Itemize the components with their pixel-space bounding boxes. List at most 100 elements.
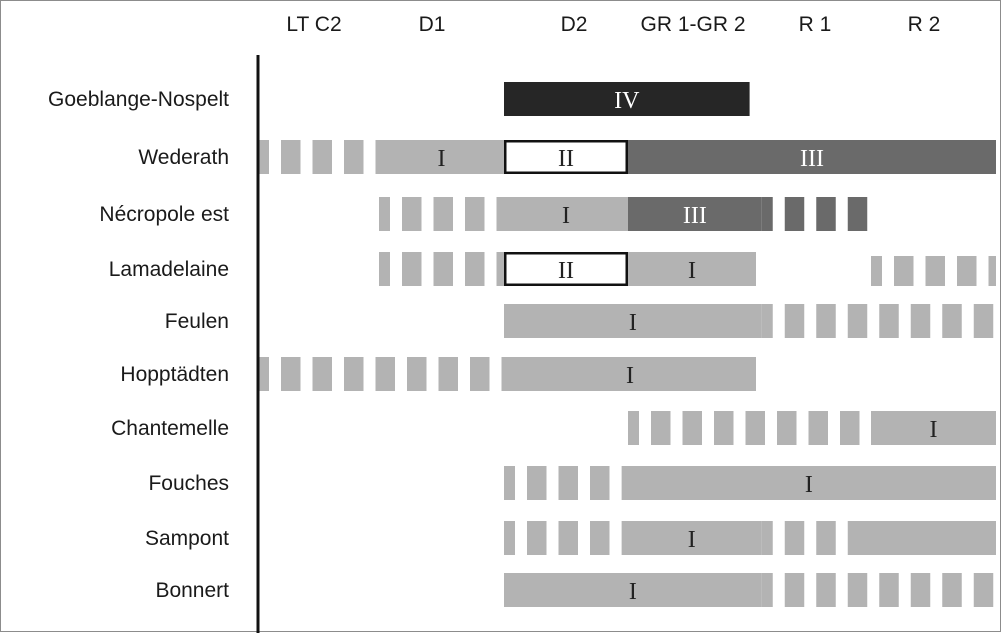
stripe: [390, 252, 402, 286]
stripe: [395, 357, 407, 391]
striped-segment: [379, 197, 504, 231]
segment-dark: [628, 197, 762, 231]
segment-label: III: [683, 203, 707, 229]
stripe: [421, 252, 434, 286]
stripe: [804, 197, 817, 231]
stripe: [867, 304, 880, 338]
stripe: [269, 357, 281, 391]
segment-label: I: [626, 363, 634, 389]
segment-light: [504, 357, 756, 391]
stripe: [804, 304, 817, 338]
segment-label: II: [558, 258, 574, 284]
segment-label: I: [629, 579, 637, 605]
stripe: [515, 521, 527, 555]
stripe: [898, 573, 911, 607]
segment-light: [504, 573, 762, 607]
period-header: D2: [561, 13, 588, 36]
stripe: [835, 521, 848, 555]
striped-segment: [504, 466, 622, 500]
stripe: [930, 573, 943, 607]
stripe: [332, 140, 344, 174]
stripe: [867, 197, 871, 231]
site-label: Feulen: [165, 310, 229, 333]
stripe: [546, 521, 559, 555]
striped-segment: [871, 256, 996, 286]
stripe: [670, 411, 683, 445]
site-label: Wederath: [138, 146, 229, 169]
stripe: [421, 197, 434, 231]
segment-light: [621, 466, 996, 500]
striped-segment: [258, 140, 379, 174]
site-label: Chantemelle: [111, 417, 229, 440]
site-label: Hopptädten: [120, 363, 229, 386]
stripe: [796, 411, 809, 445]
stripe: [835, 197, 848, 231]
striped-segment: [761, 573, 996, 607]
segment-label: I: [688, 527, 696, 553]
stripe: [269, 140, 281, 174]
site-label: Lamadelaine: [109, 258, 229, 281]
stripe: [639, 411, 651, 445]
stripe: [300, 140, 313, 174]
stripe: [578, 466, 590, 500]
stripe: [332, 357, 344, 391]
segment-label: I: [438, 146, 446, 172]
stripe: [961, 573, 974, 607]
site-label: Sampont: [145, 527, 229, 550]
striped-segment: [628, 411, 871, 445]
stripe: [458, 357, 470, 391]
stripe: [363, 140, 376, 174]
stripe: [976, 256, 989, 286]
period-header: R 2: [908, 13, 941, 36]
segments-layer: [258, 82, 996, 607]
stripe: [772, 197, 785, 231]
striped-segment: [761, 304, 996, 338]
stripe: [930, 304, 943, 338]
segment-label: III: [800, 146, 824, 172]
stripe: [609, 521, 622, 555]
segment-light: [379, 140, 504, 174]
period-header: R 1: [799, 13, 832, 36]
stripe: [772, 304, 785, 338]
stripe: [993, 573, 996, 607]
stripe: [835, 573, 848, 607]
segment-light: [628, 252, 756, 286]
stripe: [772, 521, 785, 555]
site-label: Bonnert: [155, 579, 229, 602]
stripe: [453, 252, 465, 286]
segment-light: [504, 197, 628, 231]
stripe: [804, 573, 817, 607]
stripe: [515, 466, 527, 500]
site-label: Goeblange-Nospelt: [48, 88, 229, 111]
stripe: [898, 304, 911, 338]
stripe: [913, 256, 926, 286]
stripe: [804, 521, 817, 555]
stripe: [453, 197, 465, 231]
stripe: [363, 357, 376, 391]
segment-label: I: [805, 472, 813, 498]
labels-layer: LT C2 D1 D2 GR 1-GR 2 R 1 R 2 Goeblange-Nospel…: [48, 13, 940, 605]
segment-label: IV: [614, 88, 640, 114]
stripe: [702, 411, 714, 445]
segment-label: I: [930, 417, 938, 443]
period-header: D1: [419, 13, 446, 36]
segment-label: I: [688, 258, 696, 284]
stripe: [489, 357, 502, 391]
stripe: [859, 411, 871, 445]
stripe: [867, 573, 880, 607]
stripe: [390, 197, 402, 231]
segment-white: [504, 252, 628, 286]
stripe: [828, 411, 840, 445]
striped-segment: [379, 252, 504, 286]
stripe: [765, 411, 777, 445]
stripe: [945, 256, 957, 286]
striped-segment: [258, 357, 504, 391]
segment-light: [621, 521, 762, 555]
stripe: [484, 197, 497, 231]
striped-segment: [761, 521, 860, 555]
site-label: Fouches: [148, 472, 229, 495]
period-header: GR 1-GR 2: [640, 13, 745, 36]
segment-dark: [628, 140, 996, 174]
